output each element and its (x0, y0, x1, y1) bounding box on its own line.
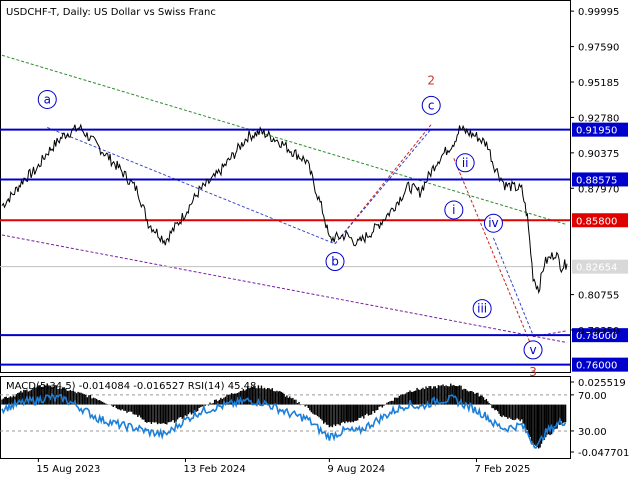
price-line (1, 123, 568, 295)
indicator-panel (0, 383, 570, 449)
indicator-tick-label: 70.00 (578, 391, 607, 402)
price-pane-border (0, 0, 571, 373)
wave-label: 2 (427, 73, 435, 87)
trend-line (453, 158, 534, 351)
level-label: 0.76000 (576, 361, 617, 372)
level-label: 0.78000 (576, 331, 617, 342)
price-tick-label: 0.87970 (578, 184, 619, 195)
rsi-line (1, 393, 567, 449)
time-tick-label: 9 Aug 2024 (327, 464, 385, 475)
indicator-tick-label: -0.047701 (578, 448, 629, 459)
wave-circle (325, 252, 345, 272)
level-tag (572, 122, 628, 137)
wave-circle (421, 95, 441, 115)
wave-label: ii (462, 156, 469, 170)
price-tick-label: 0.78350 (578, 326, 619, 337)
wave-label: i (452, 203, 455, 217)
wave-label: v (529, 343, 536, 357)
wave-label: b (331, 255, 339, 269)
price-tick-label: 0.80755 (578, 291, 619, 302)
price-tick-label: 0.92780 (578, 113, 619, 124)
current-price-tag (572, 259, 628, 274)
trend-line (1, 234, 568, 344)
indicator-tick-label: 0.025519 (578, 378, 626, 389)
wave-circle (455, 153, 475, 173)
level-tag (572, 213, 628, 228)
trend-lines (1, 54, 568, 351)
chart-title: USDCHF-T, Daily: US Dollar vs Swiss Fran… (6, 7, 216, 18)
wave-label: c (428, 98, 435, 112)
price-tick-label: 0.95185 (578, 78, 619, 89)
wave-circle (472, 299, 492, 319)
level-label: 0.85800 (576, 216, 617, 227)
wave-label: 3 (529, 365, 537, 379)
time-tick-label: 13 Feb 2024 (183, 464, 245, 475)
level-tag (572, 328, 628, 343)
price-tick-label: 0.90375 (578, 149, 619, 160)
indicator-label: MACD(5,34,5) -0.014084 -0.016527 RSI(14)… (6, 381, 256, 392)
price-tick-label: 0.99995 (578, 7, 619, 18)
indicator-tick-label: 30.00 (578, 427, 607, 438)
trend-line (1, 54, 568, 226)
time-tick-label: 7 Feb 2025 (474, 464, 530, 475)
wave-label: iv (488, 216, 498, 230)
level-label: 0.91950 (576, 126, 617, 137)
trend-line (47, 126, 336, 245)
price-tick-label: 0.97590 (578, 43, 619, 54)
level-tag (572, 357, 628, 372)
wave-circle (523, 340, 543, 360)
chart-frame (0, 0, 571, 459)
wave-circle (483, 213, 503, 233)
price-series (1, 123, 568, 295)
wave-label: iii (477, 302, 487, 316)
axes: 0.99995 0.97590 0.95185 0.92780 0.90375 0.879… (36, 7, 629, 475)
wave-circle (444, 200, 464, 220)
wave-circle (37, 89, 57, 109)
level-label: 0.88575 (576, 175, 617, 186)
trend-line (334, 128, 432, 245)
indicator-pane-border (0, 376, 571, 459)
level-lines: 0.82654 0.91950 0.88575 0.85800 0.78000 0.760… (0, 122, 628, 372)
current-price-label: 0.82654 (576, 263, 617, 274)
trend-line (492, 237, 534, 336)
wave-label: a (44, 92, 51, 106)
level-tag (572, 172, 628, 187)
time-tick-label: 15 Aug 2023 (36, 464, 100, 475)
